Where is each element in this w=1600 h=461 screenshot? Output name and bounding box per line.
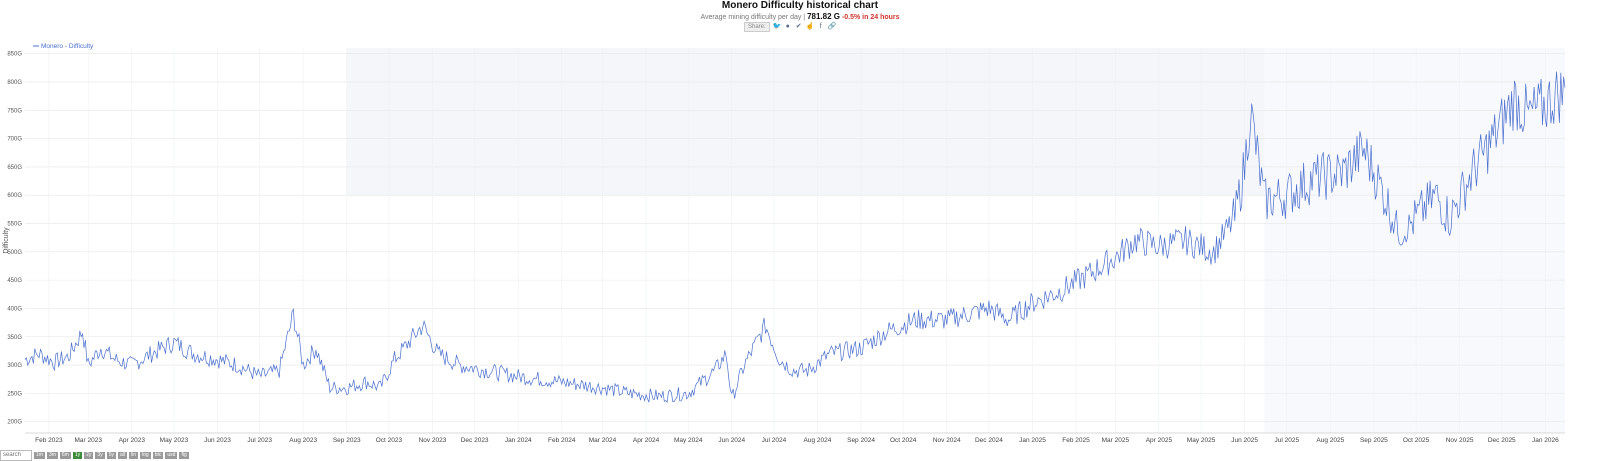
difficulty-chart[interactable]: 200G 250G 300G 350G 400G 450G 500G 550G 600G 650G… bbox=[0, 38, 1600, 450]
x-tick-label: Jul 2024 bbox=[762, 437, 787, 444]
vk-icon[interactable]: ✔ bbox=[795, 23, 802, 30]
x-tick-label: Jan 2025 bbox=[1019, 437, 1046, 444]
x-tick-label: Nov 2025 bbox=[1446, 437, 1474, 444]
x-tick-label: Oct 2025 bbox=[1403, 437, 1430, 444]
x-tick-label: Jul 2025 bbox=[1274, 437, 1299, 444]
timeframe-button-6m[interactable]: 6m bbox=[59, 451, 71, 459]
y-tick-label: 750G bbox=[7, 108, 22, 114]
y-tick-label: 450G bbox=[7, 278, 22, 284]
y-tick-label: 800G bbox=[7, 80, 22, 86]
timeframe-button-3m[interactable]: 3m bbox=[46, 451, 58, 459]
x-tick-label: Jun 2025 bbox=[1231, 437, 1258, 444]
like-icon[interactable]: ☝ bbox=[805, 23, 815, 30]
y-tick-label: 350G bbox=[7, 335, 22, 341]
x-tick-label: May 2023 bbox=[160, 437, 189, 444]
timeframe-button-btc[interactable]: btc bbox=[152, 451, 164, 459]
x-tick-label: Sep 2025 bbox=[1360, 437, 1388, 444]
x-tick-label: Jul 2023 bbox=[247, 437, 272, 444]
y-tick-label: 550G bbox=[7, 222, 22, 228]
x-tick-label: Mar 2024 bbox=[589, 437, 617, 444]
x-tick-label: Apr 2023 bbox=[119, 437, 146, 444]
background-band bbox=[346, 48, 1374, 196]
series-line-monero-difficulty bbox=[24, 71, 1566, 404]
x-tick-label: Feb 2024 bbox=[548, 437, 576, 444]
y-tick-label: 600G bbox=[7, 193, 22, 199]
search-input[interactable] bbox=[0, 449, 32, 461]
x-tick-label: Aug 2024 bbox=[804, 437, 832, 444]
x-tick-label: Sep 2023 bbox=[333, 437, 361, 444]
timeframe-button-usd[interactable]: usd bbox=[165, 451, 178, 459]
y-tick-label: 300G bbox=[7, 363, 22, 369]
x-tick-label: May 2024 bbox=[674, 437, 703, 444]
x-tick-label: Sep 2024 bbox=[847, 437, 875, 444]
x-tick-label: Nov 2023 bbox=[419, 437, 447, 444]
timeframe-button-1y[interactable]: 1y bbox=[72, 451, 83, 459]
x-tick-label: Dec 2025 bbox=[1488, 437, 1516, 444]
y-tick-label: 200G bbox=[7, 420, 22, 426]
x-tick-label: Apr 2024 bbox=[633, 437, 660, 444]
background-band bbox=[1264, 48, 1565, 433]
x-tick-label: Aug 2023 bbox=[289, 437, 317, 444]
x-tick-label: Jan 2024 bbox=[505, 437, 532, 444]
timeframe-button-5y[interactable]: 5y bbox=[106, 451, 116, 459]
y-tick-label: 850G bbox=[7, 52, 22, 58]
y-tick-label: 700G bbox=[7, 137, 22, 143]
subtitle-prefix: Average mining difficulty per day | bbox=[700, 14, 806, 21]
timeframe-button-lin[interactable]: lin bbox=[129, 451, 139, 459]
x-tick-label: Dec 2024 bbox=[975, 437, 1003, 444]
x-tick-label: Jan 2026 bbox=[1532, 437, 1559, 444]
link-icon[interactable]: 🔗 bbox=[827, 23, 837, 30]
x-tick-label: Nov 2024 bbox=[933, 437, 961, 444]
timeframe-button-3y[interactable]: 3y bbox=[95, 451, 105, 459]
x-tick-label: Feb 2025 bbox=[1062, 437, 1090, 444]
y-axis-label: Difficulty bbox=[3, 227, 10, 254]
y-tick-label: 250G bbox=[7, 391, 22, 397]
x-tick-label: Feb 2023 bbox=[35, 437, 63, 444]
x-tick-label: Jun 2024 bbox=[718, 437, 745, 444]
timeframe-button-log[interactable]: log bbox=[140, 451, 151, 459]
change-text: -0.5% in 24 hours bbox=[841, 14, 900, 21]
timeframe-button-1m[interactable]: 1m bbox=[34, 451, 45, 459]
legend-label: Monero - Difficulty bbox=[41, 43, 94, 50]
x-tick-label: Jun 2023 bbox=[204, 437, 231, 444]
timeframe-button-all[interactable]: all bbox=[117, 451, 127, 459]
x-tick-label: Mar 2025 bbox=[1102, 437, 1130, 444]
share-label: Share: bbox=[744, 22, 770, 32]
x-tick-label: Oct 2024 bbox=[890, 437, 917, 444]
x-tick-label: Aug 2025 bbox=[1316, 437, 1344, 444]
twitter-icon[interactable]: 🐦 bbox=[772, 23, 782, 30]
x-tick-label: Mar 2023 bbox=[74, 437, 102, 444]
timeframe-button-fig[interactable]: fig bbox=[179, 451, 189, 459]
reddit-icon[interactable]: ● bbox=[785, 23, 790, 30]
page-title: Monero Difficulty historical chart bbox=[721, 0, 879, 11]
y-tick-label: 400G bbox=[7, 306, 22, 312]
y-tick-label: 650G bbox=[7, 165, 22, 171]
y-tick-label: 500G bbox=[7, 250, 22, 256]
chart-subtitle: Average mining difficulty per day | 781.… bbox=[0, 12, 1600, 22]
timeframe-button-2y[interactable]: 2y bbox=[84, 451, 94, 459]
share-bar: Share: 🐦 ● ✔ ☝ f 🔗 bbox=[744, 22, 836, 32]
x-tick-label: May 2025 bbox=[1187, 437, 1216, 444]
current-value: 781.82 G bbox=[807, 12, 840, 21]
x-tick-label: Dec 2023 bbox=[461, 437, 489, 444]
x-tick-label: Apr 2025 bbox=[1146, 437, 1173, 444]
x-tick-label: Oct 2023 bbox=[376, 437, 403, 444]
facebook-icon[interactable]: f bbox=[819, 23, 822, 30]
timeframe-buttons: 1m 3m 6m 1y 2y 3y 5y all lin log btc usd fig bbox=[34, 451, 189, 459]
